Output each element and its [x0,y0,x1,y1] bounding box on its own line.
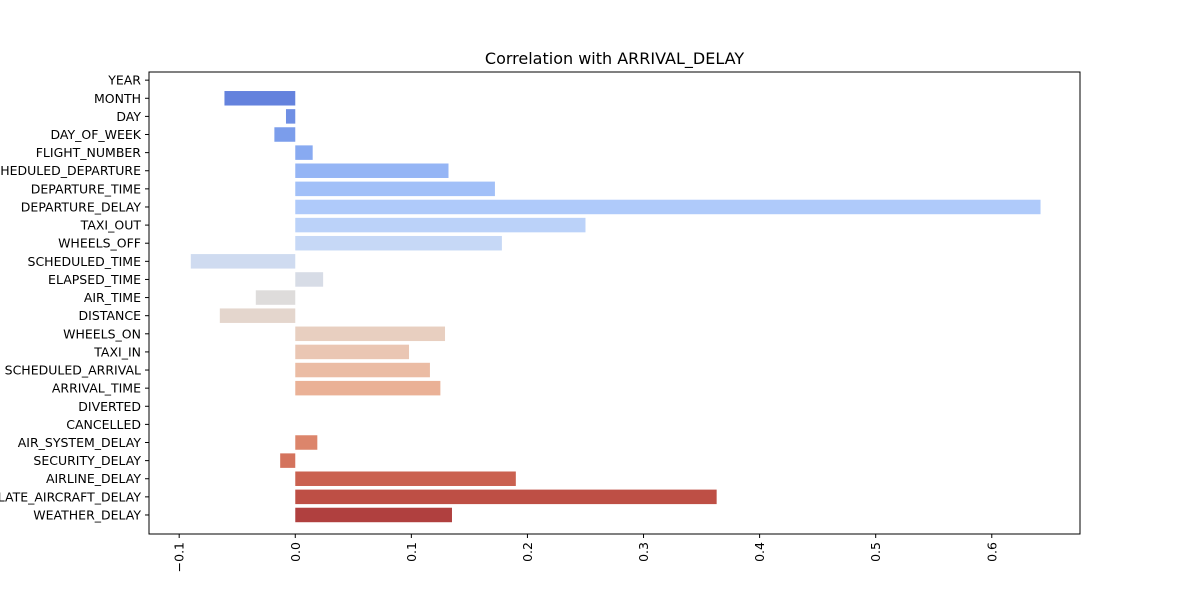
x-tick-label: 0.3 [636,542,651,562]
bar-departure-time [295,181,495,197]
y-tick-label: AIRLINE_DELAY [46,471,141,486]
y-tick-label: MONTH [94,91,141,106]
bar-wheels-on [295,326,446,342]
y-tick-label: DEPARTURE_DELAY [21,199,142,214]
x-tick-label: 0.0 [288,542,303,562]
bar-scheduled-arrival [295,362,430,378]
bar-month [224,91,296,106]
y-tick-label: SCHEDULED_TIME [28,254,142,269]
y-axis-ticks: YEAR MONTH DAY DAY_OF_WEEK FLIGHT_NUMBER SCHE… [0,73,149,522]
bar-taxi-in [295,344,410,360]
x-tick-label: 0.6 [984,542,999,562]
x-tick-label: 0.2 [520,542,535,562]
bar-scheduled-departure [295,163,449,178]
bar-weather-delay [295,507,452,523]
bar-arrival-time [295,380,441,396]
y-tick-label: TAXI_OUT [80,218,142,233]
bars-group [190,91,1041,523]
y-tick-label: ELAPSED_TIME [48,272,141,287]
y-tick-label: DISTANCE [79,308,142,323]
y-tick-label: DAY [116,109,141,124]
y-tick-label: DAY_OF_WEEK [50,127,141,142]
bar-distance [219,308,296,323]
bar-scheduled-time [190,254,296,269]
axes-frame [148,71,1081,535]
y-tick-label: WHEELS_OFF [58,236,141,251]
x-tick-label: 0.5 [868,542,883,562]
y-tick-label: YEAR [107,73,141,88]
y-tick-label: AIR_TIME [84,290,141,305]
bar-elapsed-time [295,272,324,287]
bar-departure-delay [295,199,1041,215]
x-tick-label: 0.1 [404,542,419,562]
bar-wheels-off [295,235,502,251]
y-tick-label: LATE_AIRCRAFT_DELAY [0,489,141,504]
y-tick-label: WEATHER_DELAY [33,507,141,522]
bar-day-of-week [274,127,296,142]
y-tick-label: AIR_SYSTEM_DELAY [18,435,142,450]
y-tick-label: CANCELLED [66,417,141,432]
y-tick-label: WHEELS_ON [63,326,141,341]
bar-day [285,109,296,124]
x-tick-label: 0.4 [752,542,767,562]
y-tick-label: TAXI_IN [93,344,141,359]
y-tick-label: ARRIVAL_TIME [52,381,141,396]
y-tick-label: FLIGHT_NUMBER [36,145,142,160]
y-tick-label: DEPARTURE_TIME [31,181,141,196]
bar-security-delay [280,453,296,468]
x-tick-label: −0.1 [172,542,187,572]
bar-airline-delay [295,471,516,486]
bar-air-time [255,290,296,305]
bar-late-aircraft-delay [295,489,717,505]
y-tick-label: DIVERTED [78,399,141,414]
x-axis-ticks: −0.1 0.0 0.1 0.2 0.3 0.4 0.5 0.6 [172,534,999,572]
bar-flight-number [295,145,313,160]
y-tick-label: SCHEDULED_DEPARTURE [0,163,141,178]
chart-title: Correlation with ARRIVAL_DELAY [485,49,744,69]
y-tick-label: SECURITY_DELAY [33,453,141,468]
bar-air-system-delay [295,435,318,450]
bar-taxi-out [295,217,586,233]
y-tick-label: SCHEDULED_ARRIVAL [5,363,141,378]
